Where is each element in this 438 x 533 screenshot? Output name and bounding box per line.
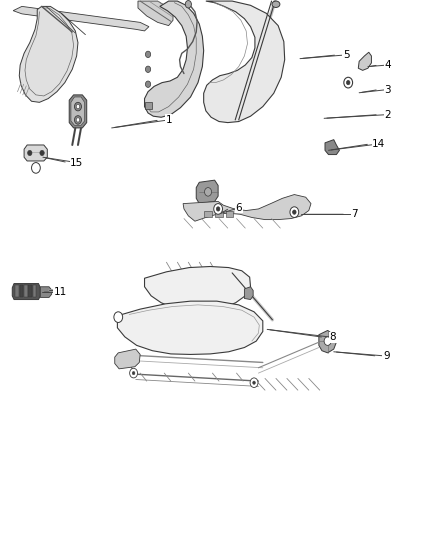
Polygon shape <box>115 349 140 369</box>
Circle shape <box>145 66 151 72</box>
Polygon shape <box>15 285 19 297</box>
Circle shape <box>214 204 223 214</box>
Polygon shape <box>69 95 87 128</box>
Polygon shape <box>183 195 311 221</box>
Text: 7: 7 <box>351 209 358 219</box>
Polygon shape <box>215 211 223 217</box>
Text: 6: 6 <box>235 203 242 213</box>
Circle shape <box>290 207 299 217</box>
Circle shape <box>145 81 151 87</box>
Text: 15: 15 <box>70 158 83 167</box>
Polygon shape <box>145 102 152 109</box>
Polygon shape <box>19 6 78 102</box>
Text: 8: 8 <box>329 333 336 342</box>
Polygon shape <box>40 287 52 297</box>
Polygon shape <box>13 6 149 31</box>
Circle shape <box>293 210 296 214</box>
Circle shape <box>205 188 212 196</box>
Polygon shape <box>325 140 339 155</box>
Polygon shape <box>358 52 371 70</box>
Text: 3: 3 <box>384 85 391 94</box>
Circle shape <box>216 207 220 211</box>
Polygon shape <box>71 97 85 125</box>
Circle shape <box>145 51 151 58</box>
Text: 2: 2 <box>384 110 391 119</box>
Polygon shape <box>33 285 36 297</box>
Circle shape <box>76 104 80 109</box>
Circle shape <box>185 1 191 8</box>
Circle shape <box>74 116 81 124</box>
Circle shape <box>32 163 40 173</box>
Text: 11: 11 <box>54 287 67 297</box>
Polygon shape <box>196 180 218 204</box>
Circle shape <box>253 381 255 384</box>
Polygon shape <box>204 211 212 217</box>
Circle shape <box>114 312 123 322</box>
Text: 1: 1 <box>165 115 172 125</box>
Text: 9: 9 <box>383 351 390 361</box>
Polygon shape <box>12 284 40 300</box>
Polygon shape <box>117 301 263 354</box>
Ellipse shape <box>272 1 280 7</box>
Circle shape <box>346 80 350 85</box>
Circle shape <box>132 372 135 375</box>
Circle shape <box>74 102 81 111</box>
Circle shape <box>130 368 138 378</box>
Polygon shape <box>145 1 204 117</box>
Polygon shape <box>319 330 336 353</box>
Circle shape <box>40 150 44 156</box>
Polygon shape <box>226 211 233 217</box>
Polygon shape <box>24 145 47 161</box>
Circle shape <box>28 150 32 156</box>
Polygon shape <box>24 285 28 297</box>
Polygon shape <box>28 285 32 297</box>
Polygon shape <box>145 266 251 310</box>
Text: 5: 5 <box>343 50 350 60</box>
Circle shape <box>250 378 258 387</box>
Circle shape <box>76 118 80 122</box>
Circle shape <box>344 77 353 88</box>
Polygon shape <box>204 1 285 123</box>
Polygon shape <box>138 1 173 26</box>
Polygon shape <box>20 285 23 297</box>
Text: 4: 4 <box>384 60 391 70</box>
Circle shape <box>324 337 331 345</box>
Polygon shape <box>244 287 253 300</box>
Text: 14: 14 <box>372 139 385 149</box>
